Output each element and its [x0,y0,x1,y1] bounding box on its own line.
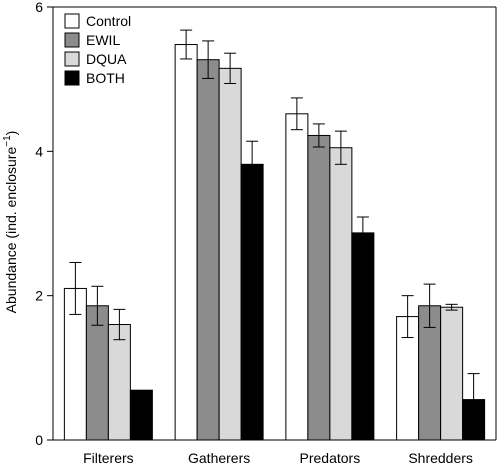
y-axis-title: Abundance (ind. enclosure−1) [2,131,19,314]
legend-swatch-both [64,70,80,86]
bar-ewil-filterers [85,305,109,441]
bars [63,29,486,441]
bar-both-gatherers [240,163,264,441]
legend-label-ewil: EWIL [86,32,120,48]
x-axis: Filterers Gatherers Predators Shredders [83,450,473,464]
bar-ewil-predators [307,134,331,441]
bar-control-gatherers [174,44,198,441]
bar-both-filterers [129,389,153,441]
y-tick-label: 0 [35,432,43,448]
bar-dqua-filterers [107,324,131,441]
legend-swatch-ewil [64,32,80,48]
legend: Control EWIL DQUA BOTH [64,13,131,86]
y-tick-label: 6 [35,0,43,15]
y-axis-title-main: Abundance (ind. enclosure [3,147,19,314]
legend-swatch-dqua [64,51,80,67]
x-tick-label: Predators [300,450,361,464]
y-axis-title-close: ) [3,131,19,136]
legend-swatch-control [64,13,80,29]
x-tick-label: Filterers [83,450,134,464]
y-axis: 0 2 4 6 [35,0,53,448]
y-axis-title-superscript: −1 [2,135,13,147]
bar-dqua-gatherers [218,67,242,441]
bar-dqua-predators [329,147,353,441]
bar-dqua-shredders [440,306,464,441]
x-tick-label: Shredders [408,450,473,464]
y-tick-label: 4 [35,143,43,159]
y-tick-label: 2 [35,288,43,304]
bar-ewil-gatherers [196,59,220,441]
x-tick-label: Gatherers [188,450,250,464]
bar-both-predators [351,232,375,441]
legend-label-both: BOTH [86,70,125,86]
legend-label-dqua: DQUA [86,51,127,67]
bar-control-predators [285,113,309,441]
legend-label-control: Control [86,13,131,29]
